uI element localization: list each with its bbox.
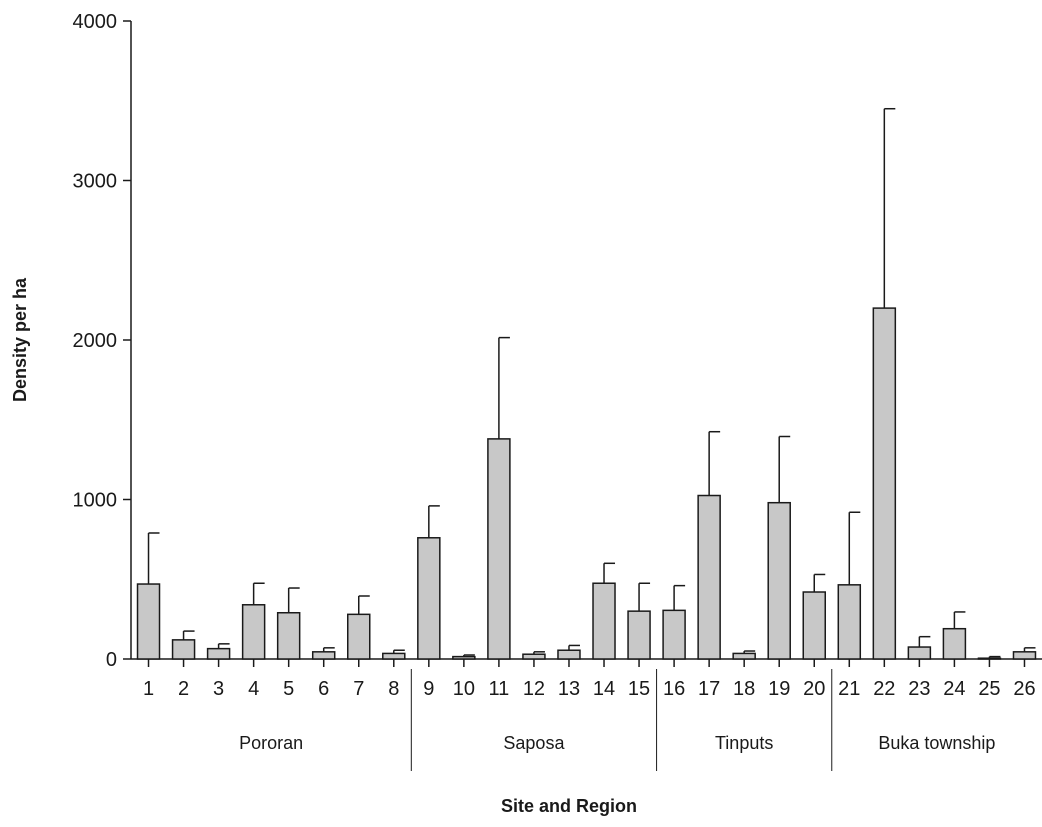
x-tick-label: 10 [453,678,475,700]
x-tick-label: 18 [733,678,755,700]
bar [802,591,826,660]
bar [241,604,266,660]
x-tick-label: 24 [943,678,965,700]
region-label: Tinputs [715,733,773,753]
y-tick-label: 2000 [73,330,118,352]
bar [136,583,161,660]
x-tick-label: 4 [248,678,259,700]
x-tick-label: 25 [978,678,1000,700]
x-tick-label: 15 [628,678,650,700]
y-axis-title: Density per ha [10,277,30,402]
bar [627,610,651,660]
bar [767,501,791,660]
bar [276,611,301,660]
x-tick-label: 7 [353,678,364,700]
y-tick-label: 3000 [73,171,118,193]
y-tick-label: 0 [106,649,117,671]
x-tick-label: 3 [213,678,224,700]
bar [1012,651,1037,660]
y-tick-label: 1000 [73,490,118,512]
bar [487,438,511,660]
region-groups: Pororan Saposa Tinputs Buka township [239,669,995,771]
bar [872,307,897,660]
y-axis: 0 1000 2000 3000 4000 [73,11,132,671]
bar [452,655,476,660]
bar [977,657,1002,660]
x-axis: 1 2 3 4 5 6 7 8 9 10 11 12 13 14 15 16 17 18 19 20 21 22 23 24 2… [131,658,1042,700]
region-label: Buka township [878,733,995,753]
y-tick-label: 4000 [73,11,118,33]
x-tick-label: 5 [283,678,294,700]
bars [136,307,1037,660]
bar [907,646,932,660]
region-label: Saposa [503,733,565,753]
x-axis-title: Site and Region [501,796,637,816]
x-tick-label: 17 [698,678,720,700]
error-bars [147,107,1036,659]
region-label: Pororan [239,733,303,753]
bar [347,613,371,660]
bar [697,494,721,660]
bar [522,653,546,660]
x-tick-label: 20 [803,678,825,700]
x-tick-label: 16 [663,678,685,700]
x-tick-label: 21 [838,678,860,700]
bar [417,537,441,660]
x-tick-label: 13 [558,678,580,700]
bar [557,649,581,660]
x-tick-label: 14 [593,678,615,700]
bar [837,584,862,660]
x-tick-label: 6 [318,678,329,700]
bar [382,652,406,660]
bar [592,582,616,660]
x-tick-label: 26 [1013,678,1035,700]
bar [171,639,196,660]
x-tick-label: 19 [768,678,790,700]
bar [662,609,686,660]
x-tick-label: 11 [489,678,510,700]
x-tick-label: 12 [523,678,545,700]
x-tick-label: 22 [873,678,895,700]
x-tick-label: 1 [143,678,154,700]
bar [942,627,967,660]
x-tick-label: 23 [908,678,930,700]
x-tick-label: 2 [178,678,189,700]
bar [732,652,756,660]
x-tick-label: 8 [388,678,399,700]
x-tick-label: 9 [423,678,434,700]
bar [311,651,336,660]
bar [206,647,231,660]
